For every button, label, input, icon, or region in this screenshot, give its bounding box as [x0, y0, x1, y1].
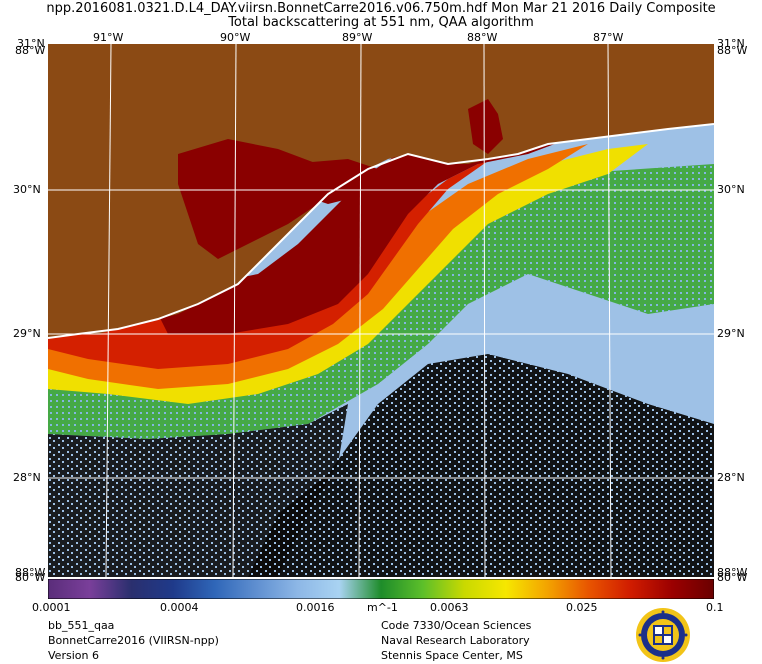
land	[48, 44, 714, 338]
corner-label-br-a: 88°W	[717, 566, 748, 579]
shelf-water	[148, 134, 568, 334]
lat-label-30n-left: 30°N	[13, 183, 41, 196]
coastline	[48, 123, 714, 339]
colorbar-tick-3: 0.0063	[430, 601, 469, 614]
cloud-mask-south	[248, 354, 714, 577]
footer-org-name: Naval Research Laboratory	[381, 634, 530, 647]
colorbar-unit: m^-1	[367, 601, 398, 614]
colorbar-tick-0: 0.0001	[32, 601, 71, 614]
satellite-map	[48, 44, 714, 577]
lat-label-28n-left: 28°N	[13, 471, 41, 484]
lat-label-29n-left: 29°N	[13, 327, 41, 340]
lon-label-88w: 88°W	[467, 31, 498, 44]
lat-label-29n-right: 29°N	[717, 327, 745, 340]
lake-area	[288, 159, 378, 204]
plume-orange	[48, 144, 588, 389]
footer-version: Version 6	[48, 649, 99, 662]
footer-org-location: Stennis Space Center, MS	[381, 649, 523, 662]
footer-variable: bb_551_qaa	[48, 619, 115, 632]
lon-label-91w: 91°W	[93, 31, 124, 44]
colorbar-tick-5: 0.1	[706, 601, 724, 614]
corner-label-bl-a: 88°W	[15, 566, 46, 579]
lat-label-30n-right: 30°N	[717, 183, 745, 196]
corner-label-br-b: 80°W	[717, 571, 748, 584]
colorbar-tick-1: 0.0004	[160, 601, 199, 614]
lon-label-89w: 89°W	[342, 31, 373, 44]
colorbar-tick-4: 0.025	[566, 601, 598, 614]
graticule	[48, 44, 714, 577]
corner-label-tr-lon: 88°W	[717, 44, 748, 57]
footer-dataset: BonnetCarre2016 (VIIRSN-npp)	[48, 634, 219, 647]
corner-label-tl-lat: 31°N	[17, 37, 45, 50]
barrier-peninsula	[468, 99, 503, 154]
nrl-seal-logo	[636, 608, 690, 662]
colorbar	[48, 579, 714, 599]
corner-label-tr-lat: 31°N	[717, 37, 745, 50]
image-title: npp.2016081.0321.D.L4_DAY.viirsn.BonnetC…	[46, 1, 716, 16]
image-subtitle: Total backscattering at 551 nm, QAA algo…	[228, 15, 534, 30]
footer-org-code: Code 7330/Ocean Sciences	[381, 619, 532, 632]
corner-label-tl-lon: 88°W	[15, 44, 46, 57]
lat-label-28n-right: 28°N	[717, 471, 745, 484]
colorbar-tick-2: 0.0016	[296, 601, 335, 614]
lon-label-90w: 90°W	[220, 31, 251, 44]
plume-yellow	[48, 144, 648, 404]
lon-label-87w: 87°W	[593, 31, 624, 44]
corner-label-bl-b: 80°W	[15, 571, 46, 584]
